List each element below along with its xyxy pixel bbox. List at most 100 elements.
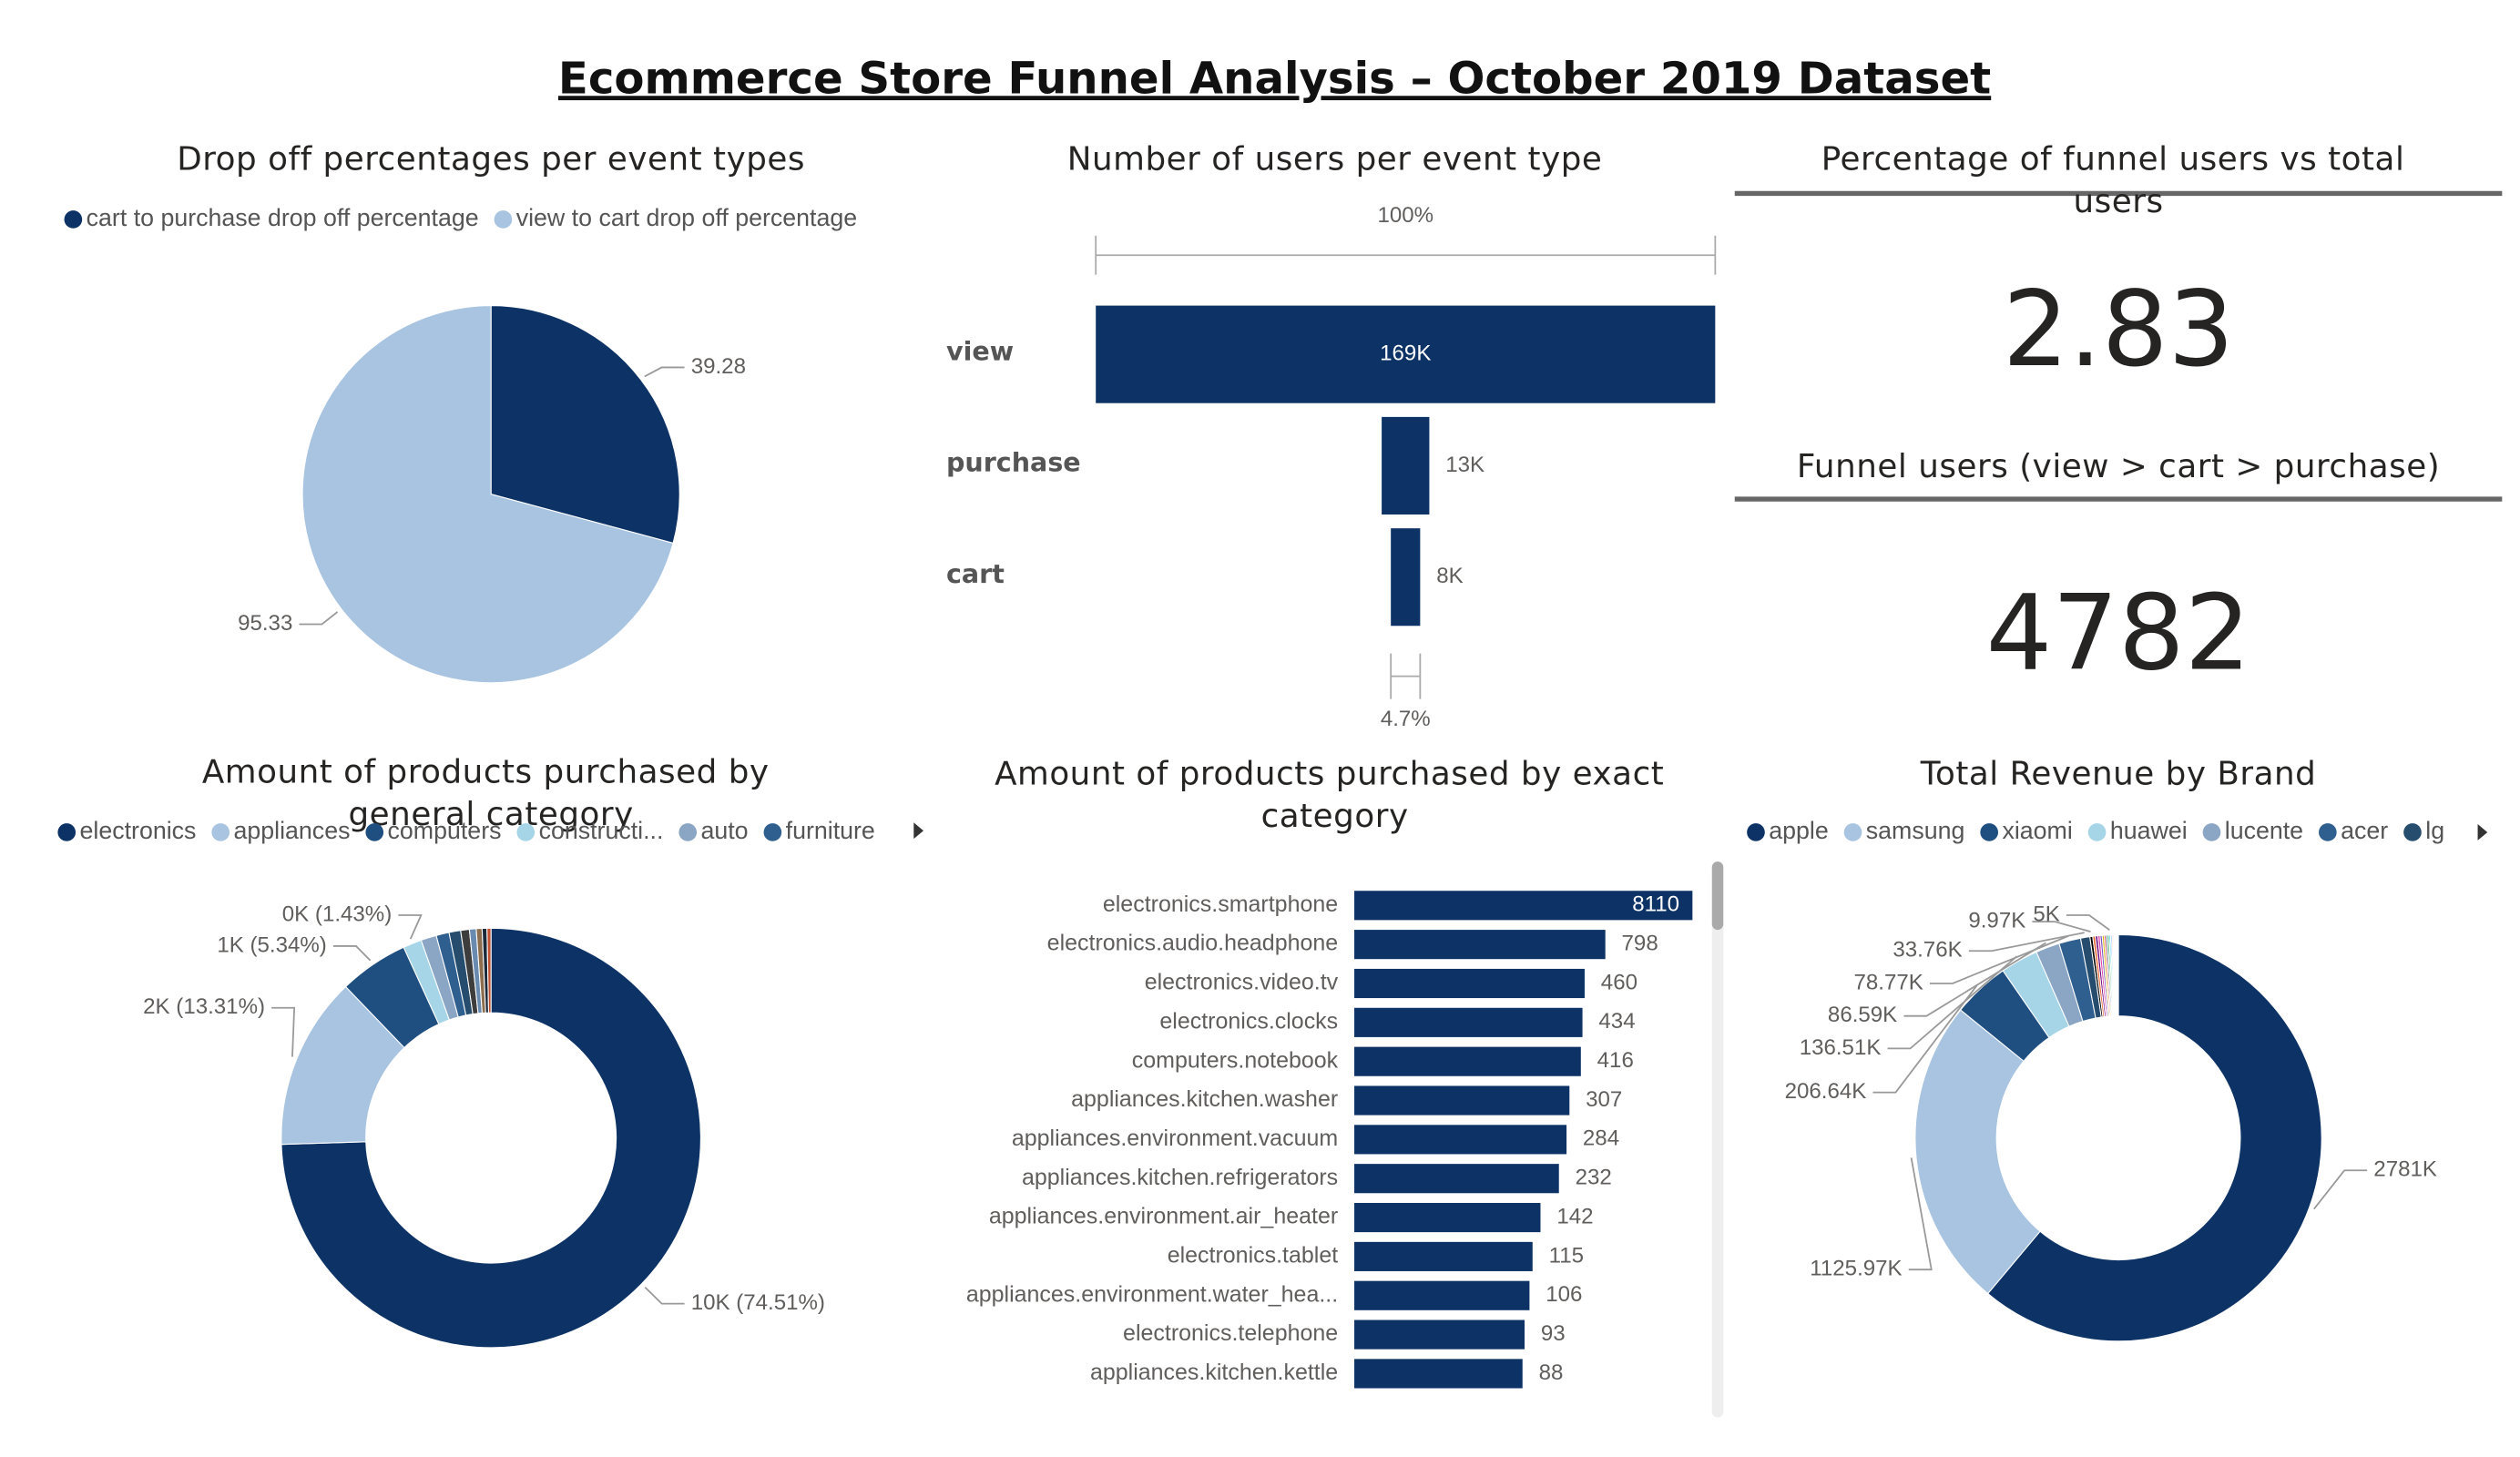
leader-line — [299, 611, 339, 626]
legend-swatch — [763, 823, 782, 841]
category-label: electronics.tablet — [1168, 1242, 1339, 1268]
leader-line — [644, 366, 685, 378]
funnel-bar — [1382, 416, 1430, 515]
data-label: 0K (1.43%) — [282, 902, 392, 926]
category-label: appliances.kitchen.kettle — [1090, 1360, 1338, 1385]
data-label: 2781K — [2373, 1157, 2437, 1182]
legend-more[interactable] — [913, 822, 923, 840]
leader-line — [2313, 1169, 2368, 1210]
data-label: 798 — [1622, 932, 1658, 956]
category-label: computers.notebook — [1132, 1047, 1339, 1073]
legend-more[interactable] — [2477, 824, 2488, 841]
donut-slice — [486, 927, 492, 1014]
leader-line — [332, 945, 372, 962]
data-label: 9.97K — [1968, 909, 2025, 933]
category-label: electronics.smartphone — [1103, 892, 1338, 917]
pie-slice — [490, 305, 680, 545]
legend-label: view to cart drop off percentage — [516, 204, 857, 231]
bar — [1354, 930, 1606, 960]
bar — [1354, 1202, 1541, 1233]
annotation: 100% — [1377, 203, 1433, 228]
bar — [1354, 1280, 1530, 1310]
funnel-bar — [1096, 305, 1716, 403]
kpi-value: 2.83 — [2003, 269, 2234, 390]
legend-swatch — [494, 210, 513, 229]
category-label: view — [946, 335, 1014, 366]
category-label: electronics.clocks — [1159, 1008, 1338, 1034]
legend-swatch — [1980, 823, 1999, 841]
legend-swatch — [57, 823, 77, 841]
leader-line — [398, 914, 423, 940]
legend-label: apple — [1769, 817, 1829, 844]
donut-slice — [1914, 1009, 2041, 1295]
category-label: electronics.video.tv — [1145, 970, 1339, 995]
data-label: 93 — [1541, 1321, 1566, 1346]
scrollbar-track[interactable] — [1711, 861, 1724, 1418]
category-label: appliances.environment.water_hea... — [966, 1281, 1338, 1307]
legend-swatch — [2403, 823, 2422, 841]
data-label: 232 — [1576, 1166, 1612, 1190]
bar — [1354, 1046, 1581, 1076]
leader-line — [2066, 914, 2110, 932]
category-label: appliances.environment.vacuum — [1012, 1126, 1338, 1151]
data-label: 284 — [1583, 1126, 1619, 1151]
category-label: purchase — [946, 447, 1081, 478]
data-label: 2K (13.31%) — [143, 994, 265, 1019]
data-label: 95.33 — [238, 611, 292, 636]
chart-title: Drop off percentages per event types — [177, 141, 805, 178]
chart-title: Amount of products purchased by exact ca… — [995, 756, 1675, 835]
legend-label: xiaomi — [2002, 817, 2072, 844]
bar — [1354, 968, 1585, 999]
category-label: electronics.telephone — [1123, 1320, 1338, 1346]
data-label: 1K (5.34%) — [217, 932, 326, 957]
legend-swatch — [516, 823, 536, 841]
legend-swatch — [678, 823, 698, 841]
data-label: 33.76K — [1893, 938, 1962, 963]
leader-line — [2032, 921, 2091, 932]
chart-title: Funnel users (view > cart > purchase) — [1797, 448, 2440, 485]
leader-line — [1908, 1157, 1933, 1271]
legend-label: computers — [388, 817, 502, 844]
legend-swatch — [2319, 823, 2337, 841]
data-label: 8110 — [1632, 892, 1679, 917]
category-label: cart — [946, 558, 1005, 589]
bar — [1354, 1319, 1525, 1350]
data-label: 106 — [1546, 1282, 1582, 1307]
bar — [1354, 1007, 1583, 1037]
pie-slice — [301, 305, 674, 684]
scrollbar-thumb[interactable] — [1711, 861, 1724, 931]
bar — [1354, 1164, 1559, 1194]
data-label: 142 — [1556, 1204, 1593, 1228]
data-label: 78.77K — [1853, 970, 1923, 994]
data-label: 8K — [1436, 564, 1463, 588]
funnel-bar — [1391, 528, 1421, 627]
data-label: 460 — [1601, 970, 1637, 994]
data-label: 5K — [2033, 902, 2059, 926]
data-label: 10K (74.51%) — [691, 1290, 825, 1315]
chart-title: Total Revenue by Brand — [1920, 756, 2317, 793]
data-label: 86.59K — [1828, 1003, 1897, 1027]
data-label: 136.51K — [1800, 1035, 1882, 1060]
category-label: electronics.audio.headphone — [1047, 931, 1339, 956]
kpi-value: 4782 — [1986, 573, 2251, 694]
data-label: 307 — [1586, 1087, 1622, 1112]
legend-swatch — [1747, 823, 1765, 841]
chart-title: Amount of products purchased by general … — [202, 754, 780, 833]
legend-swatch — [1843, 823, 1862, 841]
data-label: 88 — [1539, 1360, 1564, 1385]
legend-label: furniture — [786, 817, 875, 844]
leader-line — [1872, 984, 1978, 1094]
legend-label: samsung — [1866, 817, 1965, 844]
data-label: 1125.97K — [1810, 1257, 1902, 1281]
leader-line — [1968, 932, 2085, 953]
data-label: 416 — [1597, 1048, 1634, 1073]
leader-line — [644, 1286, 685, 1305]
legend-swatch — [211, 823, 230, 841]
legend-label: lucente — [2225, 817, 2303, 844]
legend-swatch — [2087, 823, 2107, 841]
legend-swatch — [2202, 823, 2221, 841]
bar — [1354, 1241, 1533, 1271]
bar — [1354, 1359, 1523, 1389]
